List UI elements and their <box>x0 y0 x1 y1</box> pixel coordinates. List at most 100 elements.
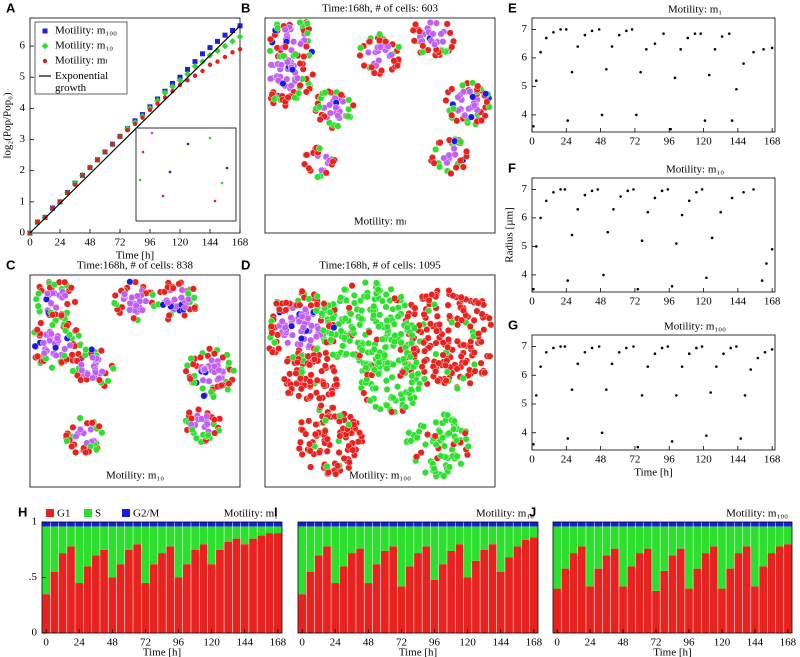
cell <box>138 306 146 314</box>
bar-segment <box>166 546 175 633</box>
cell <box>406 353 414 361</box>
x-tick-label: 24 <box>55 237 67 249</box>
bar-segment <box>257 535 266 633</box>
point <box>660 189 664 193</box>
cell <box>130 314 138 322</box>
cell <box>95 376 103 384</box>
bar-segment <box>67 546 75 633</box>
bar-segment <box>784 544 792 633</box>
x-tick-label: 96 <box>429 637 441 649</box>
marker <box>236 33 244 40</box>
x-axis-label: Time [h] <box>143 647 181 657</box>
legend-label: S <box>95 508 101 520</box>
marker <box>169 83 176 90</box>
point <box>730 196 734 200</box>
cell <box>432 19 440 27</box>
point <box>625 29 628 33</box>
cell <box>409 26 417 34</box>
x-tick-label: 120 <box>695 454 712 466</box>
bar-segment <box>610 526 619 549</box>
chart-title: Motility: m₁₀₀ <box>664 321 726 333</box>
point <box>762 48 765 51</box>
cell <box>326 109 334 117</box>
cell <box>443 368 451 376</box>
bar-segment <box>339 526 348 567</box>
cell <box>407 339 415 347</box>
cell <box>395 43 403 51</box>
cell <box>298 312 306 320</box>
cell <box>471 367 479 375</box>
cell <box>187 415 195 423</box>
cell <box>370 366 378 374</box>
cell <box>459 88 467 96</box>
bar-segment <box>67 526 75 547</box>
point <box>675 242 678 245</box>
bar-segment <box>83 526 92 567</box>
cell <box>415 27 423 35</box>
cell <box>33 326 41 334</box>
cell <box>291 50 299 58</box>
bar-segment <box>372 564 381 633</box>
cell <box>382 303 390 311</box>
cell <box>230 367 238 375</box>
cell <box>420 339 428 347</box>
y-tick-label: 1 <box>20 195 26 207</box>
cell <box>342 350 350 358</box>
x-axis-label: Time [h] <box>116 250 154 262</box>
point <box>695 346 698 350</box>
bar-segment <box>455 544 464 633</box>
cell <box>333 381 341 389</box>
cell <box>316 144 324 152</box>
x-tick-label: 72 <box>629 136 640 148</box>
cell <box>322 169 330 177</box>
cell <box>470 316 478 324</box>
point <box>570 233 574 237</box>
cell <box>378 335 386 343</box>
cell <box>210 416 218 424</box>
cell <box>405 429 413 437</box>
bar-segment <box>709 526 718 547</box>
cell <box>350 299 358 307</box>
point <box>576 362 580 366</box>
bar-segment <box>58 526 67 554</box>
x-tick-label: 72 <box>629 454 640 466</box>
y-tick-label: 6 <box>20 40 26 52</box>
cell <box>463 147 471 155</box>
cell <box>313 300 321 308</box>
x-tick-label: 144 <box>730 296 747 308</box>
cell <box>366 38 374 46</box>
cell <box>397 338 405 346</box>
bar-segment <box>553 522 561 527</box>
cell <box>356 429 364 437</box>
cell <box>475 330 483 338</box>
marker <box>207 45 213 51</box>
bar-segment <box>726 522 735 527</box>
cell <box>466 88 474 96</box>
x-axis-label: Time [h] <box>634 467 672 479</box>
cell <box>372 384 380 392</box>
cell <box>447 169 455 177</box>
bar-segment <box>91 522 100 527</box>
cell <box>461 111 469 119</box>
cell <box>448 111 456 119</box>
point <box>715 365 718 368</box>
bar-segment <box>759 526 768 567</box>
bar-segment <box>265 526 274 534</box>
cell <box>126 278 134 286</box>
point <box>617 33 621 37</box>
cell <box>307 336 315 344</box>
point <box>700 188 704 191</box>
cell <box>278 317 286 325</box>
bar-segment <box>75 522 84 527</box>
point <box>687 352 691 355</box>
cell <box>203 412 211 420</box>
cell <box>299 324 307 332</box>
cell <box>440 472 448 480</box>
cell <box>284 389 292 397</box>
cell <box>453 452 461 460</box>
cell <box>399 368 407 376</box>
marker <box>185 66 190 72</box>
point <box>605 388 608 391</box>
cell <box>128 294 136 302</box>
